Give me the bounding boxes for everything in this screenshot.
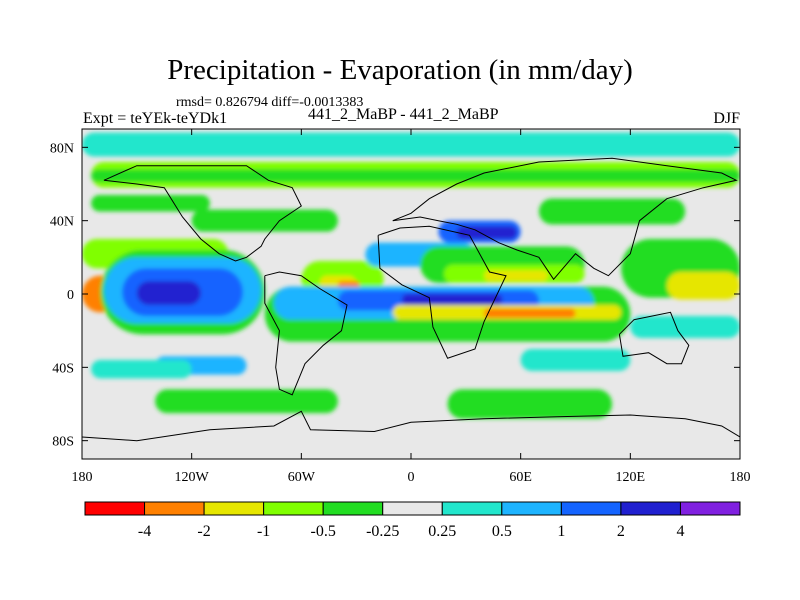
colorbar-label-3: -0.5 xyxy=(311,523,336,540)
colorbar-label-0: -4 xyxy=(138,523,151,540)
colorbar-label-5: 0.25 xyxy=(428,523,456,540)
continent-outline-1 xyxy=(264,271,348,396)
colorbar-label-6: 0.5 xyxy=(492,523,512,540)
coastline-layer xyxy=(82,157,740,442)
field-region-3 xyxy=(91,195,210,212)
colorbar-label-2: -1 xyxy=(257,523,270,540)
colorbar-swatch-6 xyxy=(441,501,503,516)
colorbar-swatch-7 xyxy=(501,501,562,516)
field-region-4 xyxy=(538,198,686,225)
x-tick-label-4: 60E xyxy=(509,470,532,485)
colorbar-label-7: 1 xyxy=(557,523,565,540)
center-subtitle: 441_2_MaBP - 441_2_MaBP xyxy=(308,106,499,123)
x-tick-label-6: 180 xyxy=(730,470,751,485)
colorbar-label-8: 2 xyxy=(617,523,625,540)
field-region-26 xyxy=(484,308,576,318)
y-tick-label-1: 40N xyxy=(50,215,74,230)
continent-outline-4 xyxy=(618,311,690,365)
x-tick-label-1: 120W xyxy=(175,470,210,485)
colorbar-swatch-2 xyxy=(203,501,265,516)
y-tick-label-4: 80S xyxy=(52,435,74,450)
continent-outline-3 xyxy=(392,157,738,281)
field-layer xyxy=(82,132,740,419)
x-tick-label-5: 120E xyxy=(616,470,646,485)
continent-outline-5 xyxy=(82,410,740,442)
colorbar-swatch-5 xyxy=(382,501,443,516)
colorbar-swatch-1 xyxy=(144,501,205,516)
chart-title: Precipitation - Evaporation (in mm/day) xyxy=(167,54,633,86)
field-region-30 xyxy=(155,389,338,414)
x-tick-label-3: 0 xyxy=(408,470,415,485)
x-tick-label-0: 180 xyxy=(72,470,93,485)
field-region-33 xyxy=(520,349,631,371)
field-region-17 xyxy=(456,226,518,239)
colorbar-swatch-9 xyxy=(620,501,681,516)
colorbar-swatch-10 xyxy=(679,501,741,516)
stats-line: rmsd= 0.826794 diff=-0.0013383 xyxy=(176,95,364,110)
y-tick-label-2: 0 xyxy=(67,288,74,303)
y-tick-label-3: 40S xyxy=(52,361,74,376)
continent-outline-0 xyxy=(103,165,302,262)
colorbar-label-4: -0.25 xyxy=(366,523,399,540)
y-tick-label-0: 80N xyxy=(50,141,74,156)
colorbar-label-9: 4 xyxy=(676,523,684,540)
colorbar-swatch-4 xyxy=(322,501,384,516)
continent-outline-2 xyxy=(377,225,507,359)
axis-layer: 180 120W 60W 0 60E 120E 180 80N 40N 0 40S 80S xyxy=(50,129,751,485)
field-region-29 xyxy=(666,272,740,300)
field-region-0 xyxy=(82,132,740,157)
colorbar-swatch-8 xyxy=(560,501,622,516)
colorbar-label-1: -2 xyxy=(197,523,210,540)
field-region-20 xyxy=(484,270,549,282)
field-region-2 xyxy=(91,169,740,183)
field-region-24 xyxy=(401,294,503,305)
left-subtitle: Expt = teYEk-teYDk1 xyxy=(83,110,228,127)
x-tick-label-2: 60W xyxy=(288,470,316,485)
colorbar: -4 -2 -1 -0.5 -0.25 0.25 0.5 1 2 4 xyxy=(84,501,741,540)
field-region-11 xyxy=(136,281,201,305)
colorbar-swatch-3 xyxy=(263,501,324,516)
field-region-34 xyxy=(630,316,740,338)
field-region-32 xyxy=(91,360,192,379)
field-region-5 xyxy=(191,209,338,232)
field-region-31 xyxy=(447,389,613,419)
right-subtitle: DJF xyxy=(713,110,740,127)
colorbar-swatch-0 xyxy=(84,501,146,516)
